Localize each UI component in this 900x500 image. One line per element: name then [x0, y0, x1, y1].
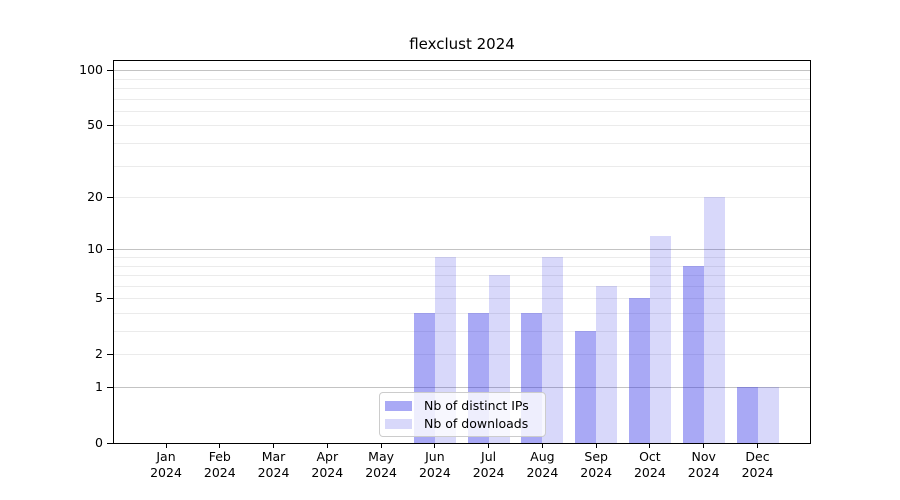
y-axis-tick	[107, 125, 113, 127]
bar-downloads-oct	[649, 235, 671, 443]
legend: Nb of distinct IPs Nb of downloads	[379, 392, 546, 437]
x-axis-tick-label-dec: Dec 2024	[741, 449, 774, 480]
minor-gridline	[114, 257, 810, 258]
minor-gridline	[114, 298, 810, 300]
minor-gridline	[114, 313, 810, 314]
x-axis-tick	[541, 444, 543, 448]
plot-area: Nb of distinct IPs Nb of downloads	[113, 60, 811, 444]
legend-item-distinct-ips: Nb of distinct IPs	[385, 398, 537, 413]
y-axis-tick	[107, 443, 113, 444]
bar-distinct-ips-dec	[736, 387, 758, 443]
y-axis-tick-label: 10	[87, 241, 103, 257]
bar-distinct-ips-nov	[682, 265, 704, 443]
x-axis-tick	[326, 444, 328, 448]
legend-label-distinct-ips: Nb of distinct IPs	[424, 398, 529, 413]
x-axis-tick	[703, 444, 705, 448]
y-axis-tick-label: 0	[95, 435, 103, 450]
x-axis-tick-label-feb: Feb 2024	[203, 449, 236, 480]
x-axis-tick	[165, 444, 167, 448]
minor-gridline	[114, 354, 810, 356]
minor-gridline	[114, 275, 810, 276]
minor-gridline	[114, 98, 810, 100]
x-axis-tick	[649, 444, 651, 448]
legend-swatch-downloads	[385, 418, 412, 429]
legend-swatch-distinct-ips	[385, 400, 412, 411]
legend-item-downloads: Nb of downloads	[385, 416, 537, 431]
x-axis-tick-label-mar: Mar 2024	[257, 449, 290, 480]
minor-gridline	[114, 197, 810, 199]
x-axis-tick-label-jun: Jun 2024	[418, 449, 451, 480]
major-gridline	[114, 249, 810, 251]
x-axis-tick	[595, 444, 597, 448]
x-axis-tick-label-jan: Jan 2024	[150, 449, 182, 480]
y-axis-tick	[107, 354, 113, 356]
bar-downloads-dec	[757, 387, 779, 443]
major-gridline	[114, 387, 810, 388]
x-axis-tick-label-may: May 2024	[365, 449, 397, 480]
x-axis-tick	[757, 444, 758, 448]
x-axis-tick-label-apr: Apr 2024	[311, 449, 344, 480]
y-axis-tick	[107, 197, 113, 199]
y-axis-tick	[107, 298, 113, 300]
x-axis-tick	[273, 444, 274, 448]
x-axis-tick-label-aug: Aug 2024	[526, 449, 559, 480]
x-axis-tick	[219, 444, 221, 448]
bar-downloads-sep	[596, 285, 618, 443]
major-gridline	[114, 70, 810, 72]
minor-gridline	[114, 88, 810, 89]
minor-gridline	[114, 331, 810, 332]
y-axis-tick	[107, 387, 113, 388]
legend-label-downloads: Nb of downloads	[424, 416, 529, 431]
minor-gridline	[114, 110, 810, 112]
y-axis-tick	[107, 70, 113, 72]
y-axis-tick	[107, 249, 113, 251]
bar-downloads-nov	[703, 197, 725, 443]
minor-gridline	[114, 285, 810, 287]
bar-distinct-ips-sep	[575, 331, 597, 443]
x-axis-tick-label-nov: Nov 2024	[687, 449, 720, 480]
x-axis-tick-label-oct: Oct 2024	[633, 449, 666, 480]
x-axis-tick	[434, 444, 436, 448]
minor-gridline	[114, 265, 810, 267]
minor-gridline	[114, 165, 810, 167]
bar-distinct-ips-oct	[628, 298, 650, 443]
x-axis-tick	[488, 444, 490, 448]
minor-gridline	[114, 125, 810, 127]
y-axis-tick-label: 20	[87, 189, 103, 205]
minor-gridline	[114, 143, 810, 144]
y-axis-tick-label: 50	[87, 117, 103, 133]
x-axis-tick	[380, 444, 382, 448]
x-axis-tick-label-jul: Jul 2024	[472, 449, 505, 480]
y-axis-tick-label: 5	[95, 290, 103, 306]
minor-gridline	[114, 78, 810, 80]
chart-title: flexclust 2024	[409, 35, 515, 53]
y-axis-tick-label: 100	[79, 62, 103, 78]
x-axis-tick-label-sep: Sep 2024	[580, 449, 613, 480]
y-axis-tick-label: 2	[95, 346, 103, 362]
bar-downloads-aug	[542, 257, 564, 443]
y-axis-tick-label: 1	[95, 379, 103, 394]
